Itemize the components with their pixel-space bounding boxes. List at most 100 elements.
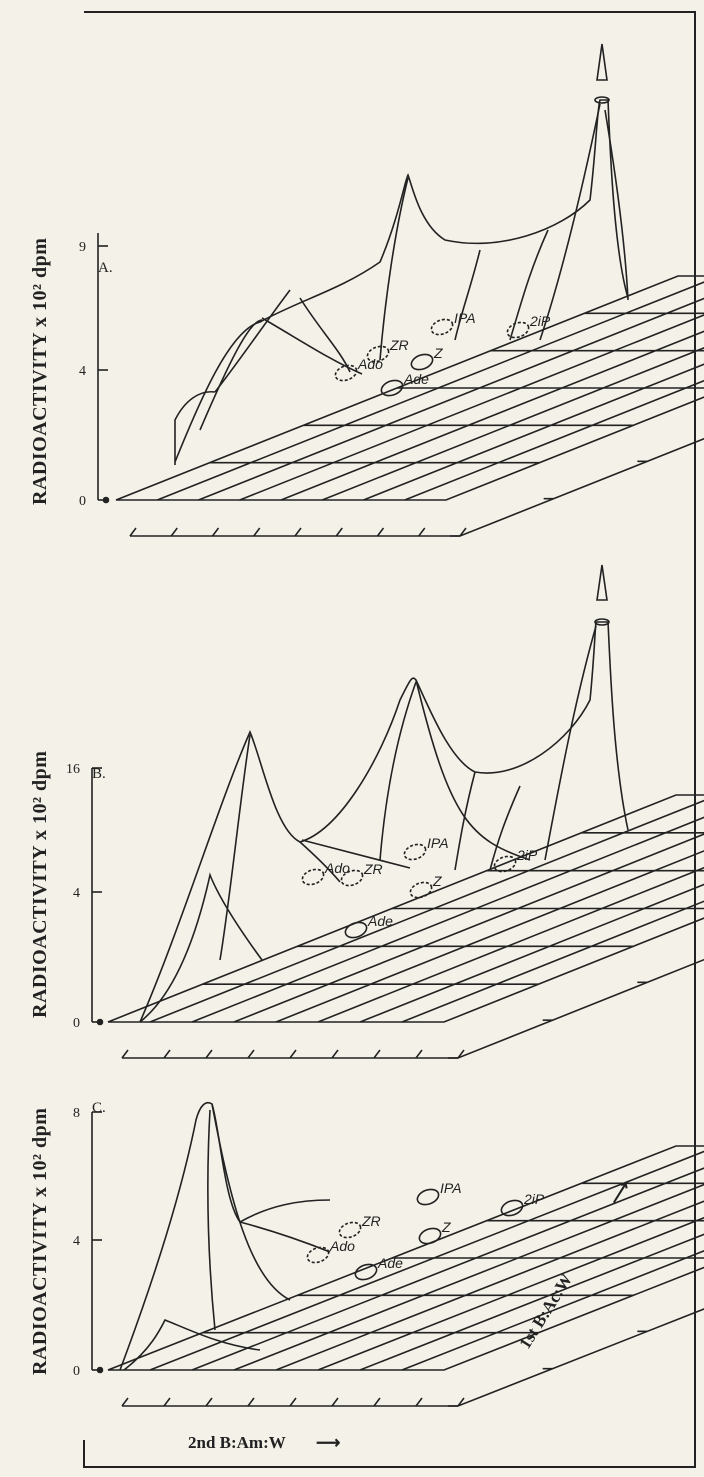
x-tick (418, 527, 426, 537)
surface-profile (211, 1103, 291, 1301)
spot-label-zr: ZR (389, 337, 409, 353)
surface-profile (604, 109, 629, 301)
x-tick (253, 527, 261, 537)
spot-ipa (416, 1188, 440, 1206)
x-tick (129, 527, 137, 537)
x-tick (247, 1397, 255, 1407)
x-tick (376, 527, 385, 537)
y-tick-label: 0 (73, 1364, 80, 1379)
spot-z (409, 881, 433, 899)
surface-profile (379, 177, 409, 361)
spot-2ip (500, 1199, 524, 1217)
figure-frame (83, 11, 696, 1468)
lower-plane-edge (122, 1308, 704, 1407)
x-tick (415, 1397, 423, 1407)
x-tick (415, 1049, 423, 1059)
spot-ipa (403, 843, 427, 861)
surface-profile (119, 1101, 331, 1371)
panel-label-a: A. (98, 260, 113, 276)
depth-axis-title: 1st B:Ac:W (515, 1270, 576, 1352)
y-axis-title-a: RADIOACTIVITY x 10² dpm (29, 238, 51, 505)
surface-profile (214, 289, 291, 393)
lower-plane-edge (122, 958, 704, 1059)
panels: 0 4 9 Ado ZR Ade Z IPA 2iP 0 4 16 Ado ZR Ade Z IPA 2iP 0 4 8… (66, 43, 704, 1407)
x-tick (289, 1397, 297, 1407)
y-tick-label: 4 (73, 886, 80, 901)
surface-profile (123, 1318, 261, 1371)
spot-label-ipa: IPA (454, 310, 476, 326)
spot-label-z: Z (432, 873, 442, 889)
x-tick (373, 1397, 381, 1407)
x-tick (163, 1049, 171, 1059)
x-tick (373, 1049, 381, 1059)
x-tick (163, 1397, 171, 1407)
surface-profile (199, 319, 263, 431)
spot-label-2ip: 2iP (529, 313, 551, 329)
surface-profile (174, 391, 216, 465)
spot-label-ipa: IPA (427, 835, 449, 851)
spot-ado (334, 364, 358, 382)
y-tick-label: 16 (66, 762, 80, 777)
x-tick (457, 1397, 465, 1407)
surface-profile (139, 872, 263, 1023)
x-axis-title: 2nd B:Am:W (188, 1433, 286, 1452)
spot-label-z: Z (441, 1219, 451, 1235)
spot-ade (344, 921, 368, 939)
spot-zr (366, 345, 390, 363)
offscale-arrow-icon (596, 564, 608, 601)
offscale-arrow-icon (596, 43, 608, 81)
x-tick (247, 1049, 255, 1059)
x-tick (457, 1049, 465, 1059)
x-tick (211, 527, 220, 537)
surface-profile (544, 625, 597, 861)
panel-label-b: B. (92, 766, 106, 782)
peak-top (594, 96, 610, 104)
spot-zr (338, 1221, 362, 1239)
panel-label-c: C. (92, 1100, 106, 1116)
y-tick-label: 8 (73, 1106, 80, 1121)
surface-profile (207, 1109, 216, 1331)
x-tick (205, 1049, 213, 1059)
surface-profile (174, 99, 629, 463)
depth-axis-arrow: ⟶ (605, 1177, 634, 1208)
x-tick (331, 1397, 339, 1407)
spot-label-ado: Ado (324, 860, 350, 876)
surface-profile (489, 785, 521, 871)
surface-profile (301, 839, 411, 869)
surface-profile (261, 317, 363, 375)
spot-label-zr: ZR (363, 861, 383, 877)
spot-label-z: Z (433, 345, 443, 361)
surface-profile (454, 249, 481, 341)
surface-profile (454, 771, 476, 871)
spot-label-ado: Ado (357, 356, 383, 372)
surface-profile (299, 297, 351, 373)
spot-ade (354, 1263, 378, 1281)
y-axis-title-b: RADIOACTIVITY x 10² dpm (29, 751, 51, 1018)
spot-label-ade: Ade (377, 1255, 403, 1271)
surface-profile (239, 1199, 331, 1223)
surface-profile (509, 229, 549, 341)
surface-profile (299, 841, 341, 883)
y-tick-label: 9 (79, 240, 86, 255)
spot-label-ado: Ado (329, 1238, 355, 1254)
surface-profile (539, 103, 601, 341)
x-tick (331, 1049, 339, 1059)
spot-label-ade: Ade (367, 913, 393, 929)
surface-profile (379, 681, 417, 861)
x-tick (289, 1049, 297, 1059)
x-axis-arrow: ⟶ (316, 1433, 340, 1452)
surface-profile (219, 734, 251, 961)
y-tick-label: 0 (79, 494, 86, 509)
x-tick (170, 527, 178, 537)
spot-label-2ip: 2iP (523, 1191, 545, 1207)
spot-z (410, 353, 434, 371)
y-tick-label: 0 (73, 1016, 80, 1031)
x-tick (205, 1397, 213, 1407)
y-tick-label: 4 (79, 364, 86, 379)
y-tick-label: 4 (73, 1234, 80, 1249)
spot-ade (380, 379, 404, 397)
x-tick (459, 527, 467, 537)
spot-ado (301, 868, 325, 886)
x-tick (335, 527, 343, 537)
